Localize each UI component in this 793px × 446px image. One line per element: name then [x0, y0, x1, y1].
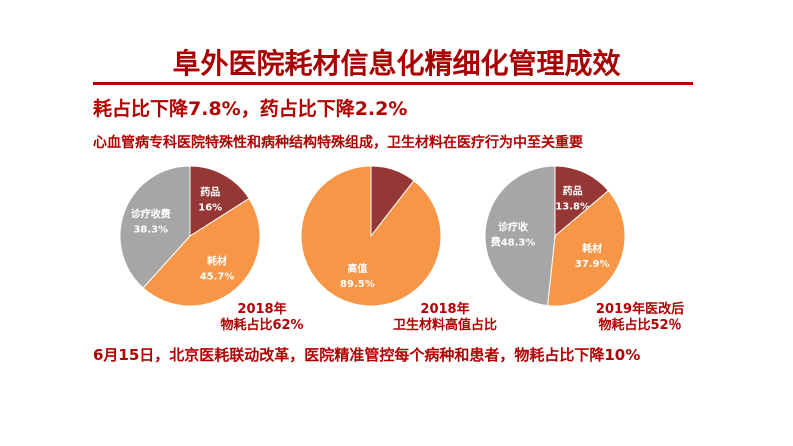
slide-title: 阜外医院耗材信息化精细化管理成效	[172, 47, 621, 80]
pie-caption-3: 2019年医改后 物耗占比52％	[596, 302, 684, 334]
bottom-note: 6月15日，北京医耗联动改革，医院精准管控每个病种和患者，物耗占比下降10%	[93, 346, 641, 364]
pie-slice	[119, 165, 191, 289]
slice-label: 药品	[200, 186, 220, 199]
caption-line: 卫生材料高值占比	[392, 318, 498, 333]
slice-label: 诊疗收	[498, 220, 528, 233]
description: 心血管病专科医院特殊性和病种结构特殊组成，卫生材料在医疗行为中至关重要	[93, 135, 583, 151]
pie-slice	[300, 165, 442, 307]
slice-label: 16%	[198, 203, 222, 214]
slice-label: 高值	[347, 262, 367, 275]
slice-label: 38.3%	[133, 224, 168, 235]
title-divider	[93, 82, 693, 85]
pie-slice	[546, 190, 626, 307]
pie-slice	[554, 165, 610, 238]
caption-line: 2018年	[237, 302, 287, 317]
pie-slice	[142, 197, 261, 307]
caption-line: 2019年医改后	[595, 302, 685, 317]
slice-label: 45.7%	[200, 272, 235, 283]
slice-label: 37.9%	[575, 259, 610, 270]
slice-label: 89.5%	[340, 279, 375, 290]
slice-label: 费48.3%	[491, 235, 536, 248]
caption-line: 2018年	[420, 302, 470, 317]
slice-label: 耗材	[207, 255, 227, 268]
pie-caption-1: 2018年 物耗占比62%	[220, 302, 303, 334]
caption-line: 物耗占比62%	[220, 318, 304, 333]
subtitle: 耗占比下降7.8%，药占比下降2.2%	[93, 98, 408, 120]
slice-label: 耗材	[582, 242, 602, 255]
pie-slice	[484, 165, 556, 307]
slice-label: 诊疗收费	[131, 207, 171, 220]
pie-slice	[189, 165, 250, 237]
pie-caption-2: 2018年 卫生材料高值占比	[393, 302, 497, 334]
slice-label: 13.8%	[555, 201, 590, 212]
caption-line: 物耗占比52％	[598, 318, 682, 333]
slice-label: 药品	[563, 184, 583, 197]
